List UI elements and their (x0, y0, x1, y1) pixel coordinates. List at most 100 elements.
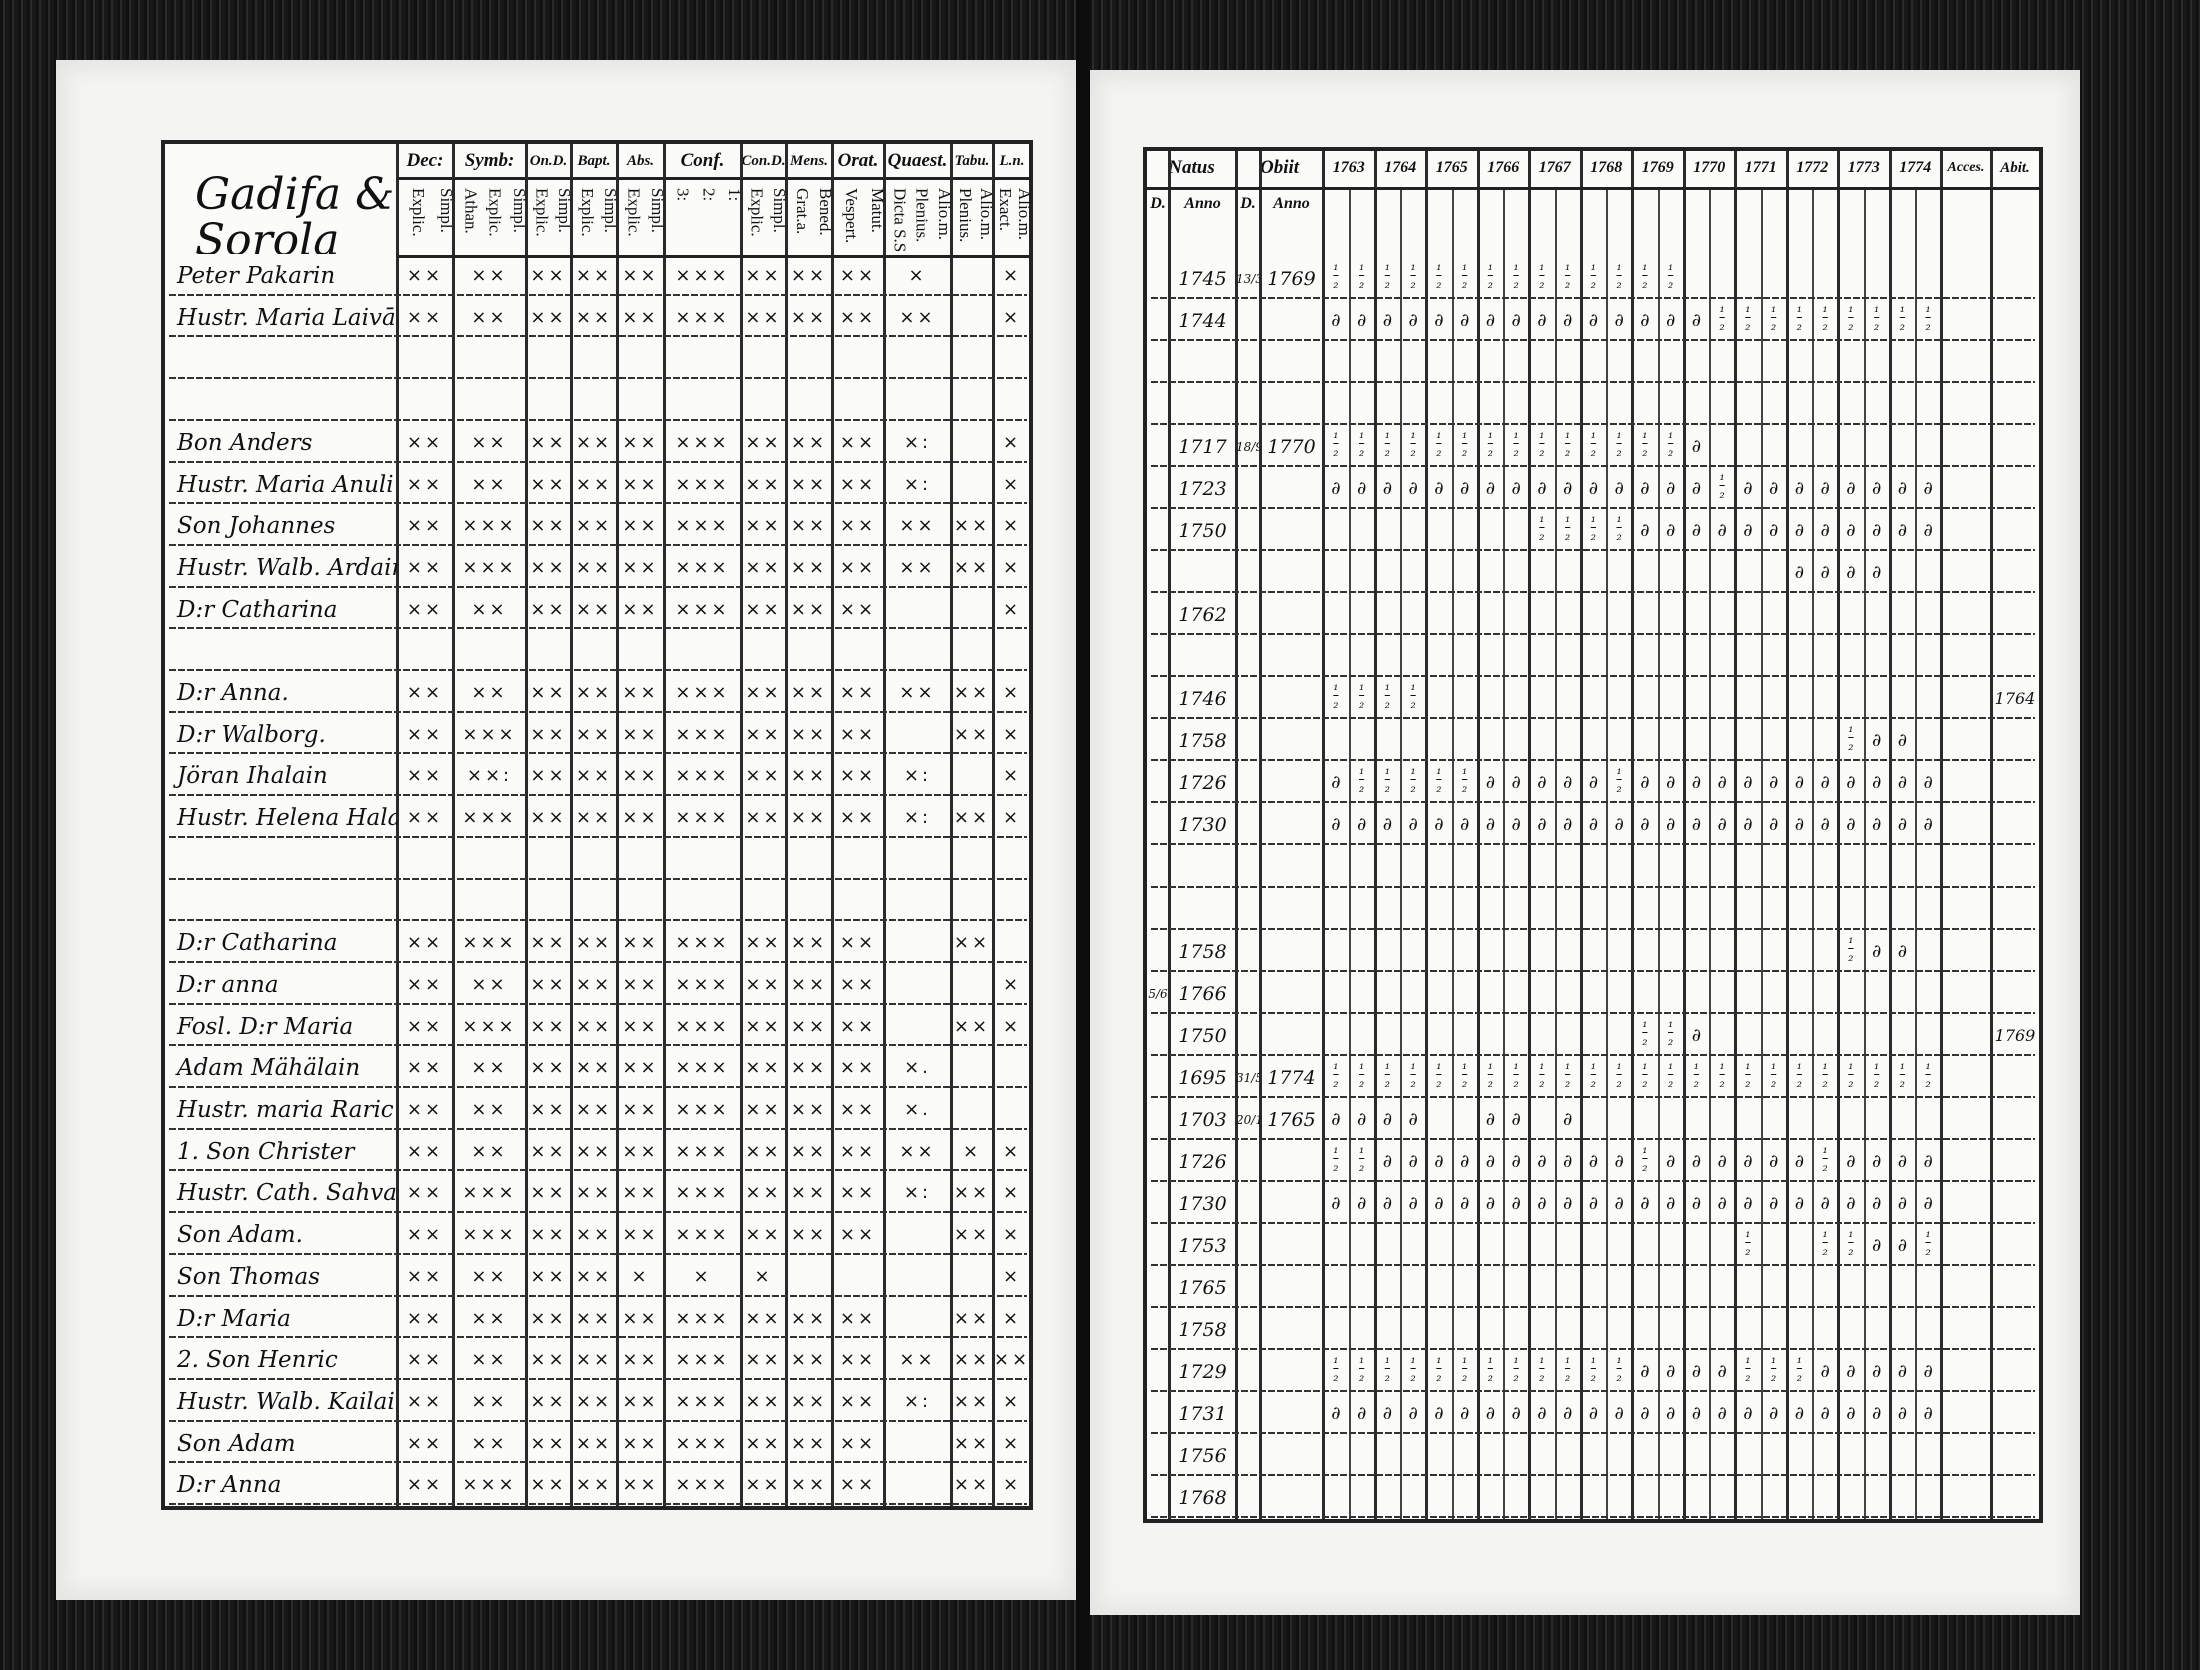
column-divider (1322, 151, 1325, 1519)
attendance-mark: ∂ (1511, 310, 1521, 332)
exam-mark: ×× (622, 1140, 659, 1162)
exam-mark: ×× (839, 306, 877, 328)
exam-mark: ×. (904, 1099, 931, 1120)
exam-mark (786, 1256, 832, 1298)
row-rule (1151, 507, 2035, 510)
attendance-mark: ∂ (1846, 478, 1856, 500)
exam-mark: ×× (839, 515, 877, 537)
attendance-mark: ∂ (1768, 1192, 1779, 1214)
person-name (165, 380, 397, 422)
abiit-year (1991, 1435, 2039, 1477)
birth-year: 1758 (1178, 1318, 1227, 1341)
attendance-mark: ∂ (1459, 1150, 1470, 1172)
exam-mark: ×× (745, 682, 782, 703)
birth-year: 1726 (1178, 772, 1227, 795)
exam-mark: ×× (953, 807, 991, 829)
exam-mark (951, 755, 993, 797)
exam-mark: ×× (406, 473, 444, 495)
exam-mark: ×× (953, 515, 991, 537)
death-year (1260, 594, 1323, 636)
attendance-mark: ∂ (1923, 1192, 1933, 1214)
exam-mark: ×× (745, 973, 782, 995)
person-name: D:r Maria (177, 1305, 291, 1332)
exam-mark: ×× (575, 431, 613, 453)
attendance-mark: ∂ (1640, 1402, 1650, 1424)
exam-mark: ×× (745, 1474, 782, 1496)
exam-mark: ×× (953, 1390, 991, 1412)
attendance-mark: ∂ (1768, 1402, 1779, 1424)
exam-mark (453, 630, 526, 672)
half-year-divider (1709, 187, 1712, 1519)
attendance-mark: ∂ (1537, 814, 1547, 836)
attendance-mark: ∂ (1897, 520, 1908, 542)
exam-mark (664, 839, 741, 881)
person-name (165, 338, 397, 380)
exam-mark: ×× (839, 1182, 877, 1204)
person-name: Son Adam. (177, 1222, 303, 1249)
column-subheader: Explic. (409, 188, 427, 237)
exam-mark: ×× (839, 431, 877, 453)
birth-year: 1730 (1178, 1192, 1227, 1215)
abiit-year (1991, 1393, 2039, 1435)
exam-mark: ×× (530, 682, 567, 703)
attendance-mark: ∂ (1459, 478, 1470, 500)
exam-mark: × (908, 265, 927, 286)
year-header: 1768 (1590, 159, 1623, 176)
attendance-mark: ∂ (1485, 478, 1496, 500)
exam-mark: ×× (839, 1390, 877, 1412)
exam-mark (884, 1256, 951, 1298)
exam-mark: ×× (471, 265, 508, 286)
exam-mark: × (1002, 515, 1022, 537)
abiit-year (1991, 426, 2039, 468)
row-rule (169, 1211, 1027, 1214)
exam-mark: × (1002, 306, 1022, 328)
exam-mark: ××× (675, 1432, 730, 1454)
column-subheader: Athan. (461, 188, 480, 234)
exam-mark: ×× (953, 1015, 991, 1037)
exam-mark: ×× (839, 1432, 877, 1454)
exam-mark (884, 1214, 951, 1256)
exam-mark: ×× (622, 1307, 659, 1329)
attendance-mark: ∂ (1717, 1360, 1727, 1382)
birth-year: 1730 (1178, 814, 1227, 837)
exam-mark: ×× (622, 723, 659, 745)
attendance-mark: ∂ (1897, 814, 1908, 836)
birth-day (1147, 1141, 1169, 1183)
year-header: 1764 (1384, 159, 1417, 176)
year-divider (1837, 151, 1840, 1519)
birth-year: 1768 (1178, 1486, 1227, 1509)
attendance-mark: ∂ (1356, 1108, 1367, 1130)
row-rule (169, 1503, 1027, 1505)
attendance-mark: ∂ (1897, 1234, 1908, 1256)
natus-year-header: Anno (1184, 195, 1221, 212)
accessit-header: Acces. (1947, 160, 1985, 175)
person-name: Hustr. Walb. Kailain (177, 1388, 397, 1415)
year-divider (1785, 151, 1789, 1519)
attendance-mark: ∂ (1897, 478, 1908, 500)
column-divider (616, 144, 619, 1506)
person-name: Son Adam (177, 1430, 296, 1457)
exam-mark: ×× (839, 932, 877, 954)
column-divider (992, 144, 995, 1506)
attendance-mark: ∂ (1743, 1192, 1753, 1214)
attendance-mark: ∂ (1434, 478, 1444, 500)
exam-mark: ×× (406, 932, 444, 954)
abiit-year (1991, 468, 2039, 510)
attendance-mark: ∂ (1434, 1192, 1444, 1214)
exam-mark (951, 630, 993, 672)
exam-mark: ×× (406, 306, 444, 328)
exam-mark: ××× (462, 1474, 517, 1496)
exam-mark: ×× (530, 431, 567, 453)
exam-mark: ×× (745, 598, 782, 620)
